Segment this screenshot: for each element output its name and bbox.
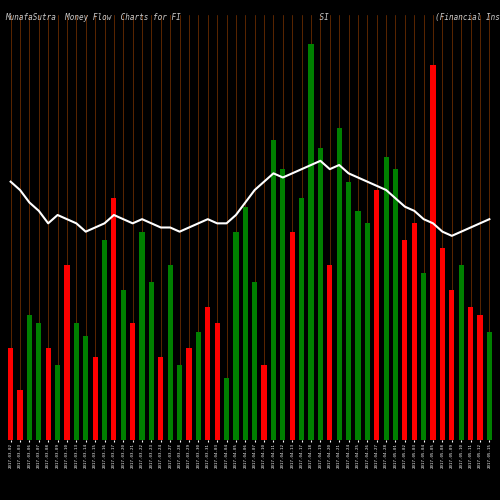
Bar [140,232,144,440]
Bar [186,348,192,440]
Bar [393,169,398,440]
Bar [27,315,32,440]
Bar [46,348,51,440]
Bar [177,365,182,440]
Bar [327,265,332,440]
Bar [205,306,210,440]
Bar [102,240,107,440]
Bar [280,169,285,440]
Bar [318,148,323,440]
Bar [384,156,388,440]
Bar [468,306,473,440]
Bar [92,356,98,440]
Bar [234,232,238,440]
Bar [449,290,454,440]
Bar [149,282,154,440]
Bar [374,190,380,440]
Bar [262,365,266,440]
Bar [365,224,370,440]
Bar [168,265,173,440]
Bar [112,198,116,440]
Bar [458,265,464,440]
Bar [252,282,258,440]
Bar [421,274,426,440]
Bar [83,336,88,440]
Bar [487,332,492,440]
Bar [214,324,220,440]
Bar [224,378,229,440]
Bar [271,140,276,440]
Text: MunafaSutra  Money Flow  Charts for FI                              SI          : MunafaSutra Money Flow Charts for FI SI [5,12,500,22]
Bar [402,240,407,440]
Bar [336,128,342,440]
Bar [130,324,135,440]
Bar [8,348,13,440]
Bar [55,365,60,440]
Bar [64,265,70,440]
Bar [242,206,248,440]
Bar [478,315,482,440]
Bar [346,182,351,440]
Bar [74,324,79,440]
Bar [290,232,295,440]
Bar [440,248,445,440]
Bar [158,356,164,440]
Bar [308,44,314,440]
Bar [18,390,22,440]
Bar [356,211,360,440]
Bar [120,290,126,440]
Bar [430,65,436,440]
Bar [196,332,201,440]
Bar [299,198,304,440]
Bar [412,224,417,440]
Bar [36,324,42,440]
